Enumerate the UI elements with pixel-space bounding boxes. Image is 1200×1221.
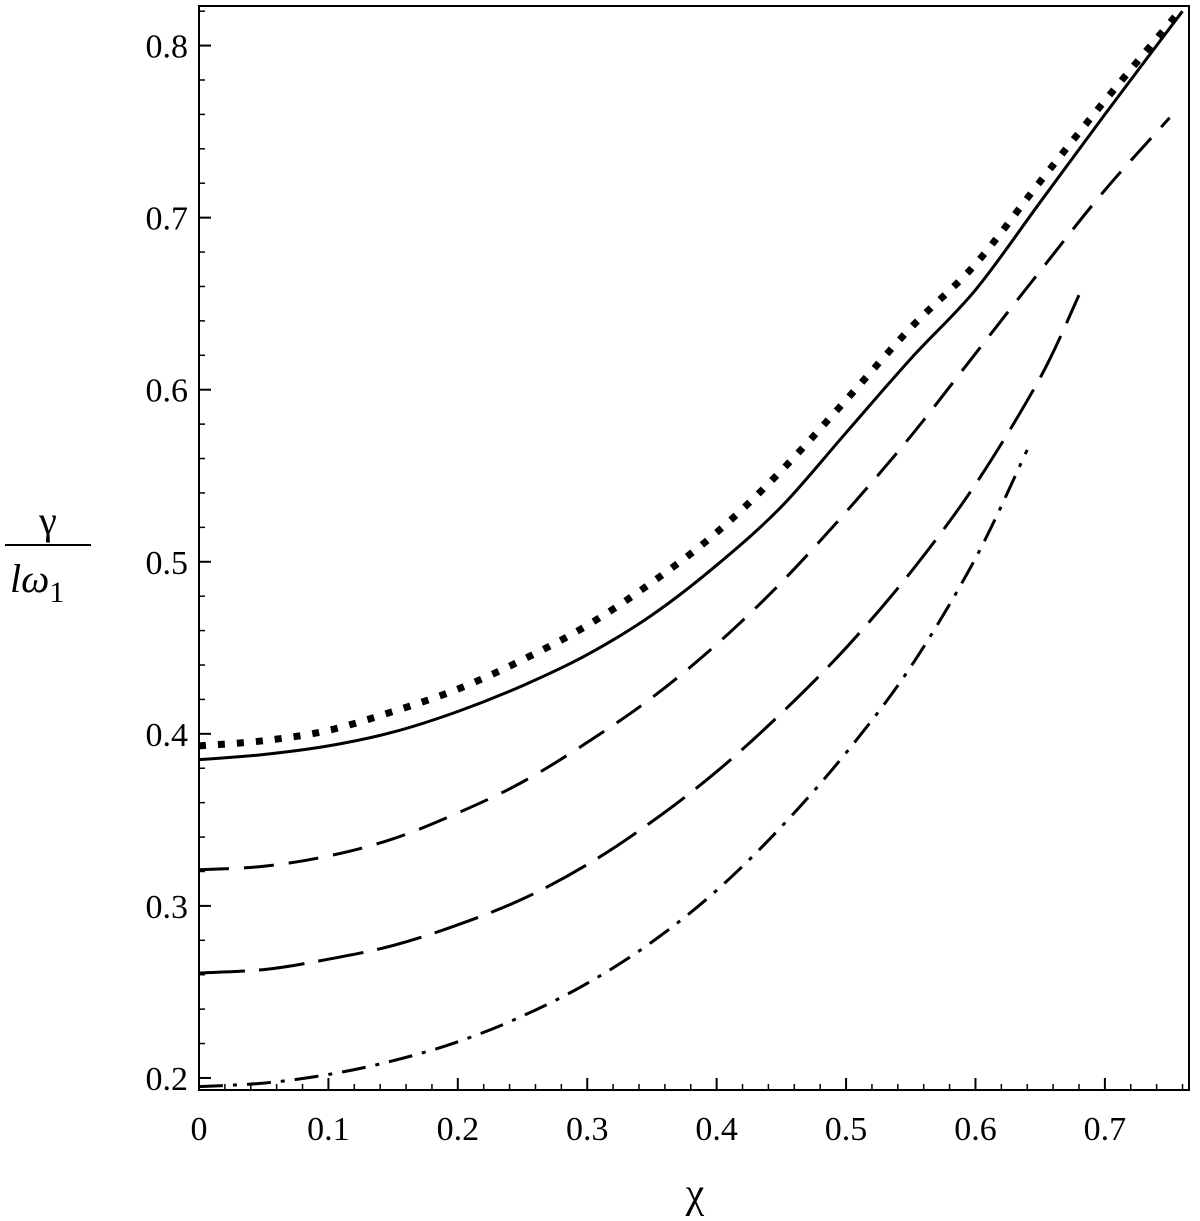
- x-tick-label: 0.6: [954, 1111, 997, 1148]
- major-ticks: [198, 44, 1106, 1090]
- series-line-dashed: [198, 116, 1171, 872]
- y-tick-label: 0.3: [146, 889, 189, 926]
- y-axis-label: γ lω1: [5, 498, 91, 609]
- x-tick-labels: 0 0.1 0.2 0.3 0.4 0.5 0.6 0.7: [191, 1111, 1127, 1148]
- y-axis-label-numerator: γ: [38, 498, 57, 543]
- y-tick-label: 0.6: [146, 373, 189, 410]
- y-tick-label: 0.5: [146, 545, 189, 582]
- y-tick-labels: 0.2 0.3 0.4 0.5 0.6 0.7 0.8: [146, 29, 189, 1098]
- y-tick-label: 0.8: [146, 29, 189, 66]
- minor-ticks: [199, 10, 1184, 1090]
- series-line-long-dashed: [198, 294, 1081, 975]
- y-tick-label: 0.4: [146, 717, 189, 754]
- y-axis-label-denominator-main: lω: [10, 556, 49, 601]
- plot-frame: [198, 5, 1190, 1091]
- series-line-dash-dot: [198, 449, 1029, 1089]
- x-tick-label: 0.2: [437, 1111, 480, 1148]
- x-axis-label: χ: [685, 1171, 705, 1217]
- x-tick-label: 0.5: [825, 1111, 868, 1148]
- y-axis-label-denominator-subscript: 1: [49, 576, 64, 609]
- x-tick-label: 0.4: [695, 1111, 738, 1148]
- x-tick-label: 0.1: [307, 1111, 350, 1148]
- series-line-dotted: [198, 5, 1186, 750]
- series-layer: [198, 5, 1186, 1089]
- x-tick-label: 0: [191, 1111, 208, 1148]
- y-tick-label: 0.7: [146, 201, 189, 238]
- x-tick-label: 0.3: [566, 1111, 609, 1148]
- y-tick-label: 0.2: [146, 1061, 189, 1098]
- x-tick-label: 0.7: [1084, 1111, 1127, 1148]
- series-line-solid: [198, 10, 1184, 762]
- y-axis-label-denominator: lω1: [10, 556, 64, 609]
